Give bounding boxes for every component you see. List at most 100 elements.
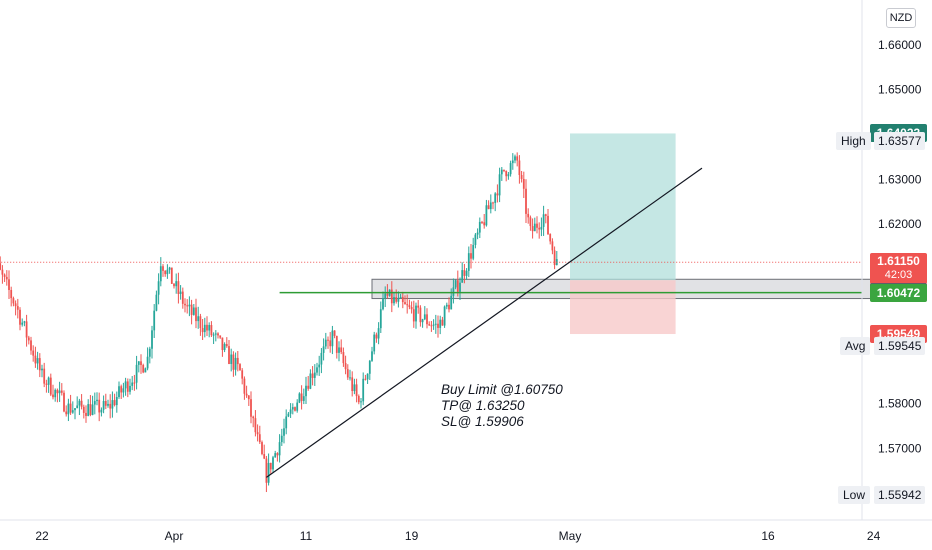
- candle: [305, 376, 307, 405]
- candle: [379, 301, 382, 333]
- price-tick-label: 1.58000: [878, 396, 922, 410]
- candle: [276, 452, 279, 462]
- annotation-take-profit: TP@ 1.63250: [441, 398, 525, 413]
- candle: [338, 341, 340, 362]
- support-price-tag: 1.60472: [870, 283, 927, 302]
- candle: [54, 388, 57, 402]
- candle: [307, 375, 310, 391]
- candle: [333, 330, 336, 339]
- last-price-tag-value: 1.61150: [877, 254, 920, 269]
- candle: [104, 393, 107, 410]
- candle: [230, 348, 233, 372]
- price-tick-label: 1.65000: [878, 83, 922, 97]
- candle: [419, 305, 422, 327]
- candle: [199, 313, 202, 336]
- candle: [89, 395, 92, 417]
- price-axis[interactable]: 1.66000 1.65000 1.63000 1.62000 1.58000 1.570…: [878, 38, 922, 455]
- candle: [23, 320, 26, 327]
- candle: [69, 394, 72, 415]
- trendline[interactable]: [266, 167, 703, 478]
- candle: [324, 332, 327, 350]
- candle: [386, 284, 389, 299]
- candle: [168, 266, 171, 274]
- candle: [36, 351, 39, 370]
- candle: [283, 418, 285, 444]
- candle: [309, 369, 312, 390]
- candle: [437, 315, 439, 338]
- candle: [19, 307, 21, 331]
- candle: [483, 213, 486, 229]
- candle: [269, 462, 272, 475]
- candle: [179, 285, 182, 300]
- candle: [384, 286, 387, 308]
- candle: [342, 347, 345, 367]
- candle: [45, 379, 48, 393]
- candle: [302, 388, 305, 405]
- candle: [514, 154, 516, 164]
- candle: [452, 278, 455, 304]
- stop-zone[interactable]: [570, 280, 676, 335]
- candle: [547, 209, 549, 235]
- candle: [478, 217, 481, 239]
- candle: [430, 321, 433, 332]
- candle: [67, 398, 70, 422]
- candle: [349, 369, 351, 381]
- candle: [214, 330, 217, 342]
- time-tick-label: May: [559, 529, 582, 543]
- high-label: High: [836, 132, 871, 150]
- candle: [318, 355, 321, 376]
- candle: [527, 208, 530, 224]
- candle: [34, 346, 37, 368]
- candle: [210, 321, 213, 337]
- candle: [49, 373, 52, 397]
- candle: [252, 415, 255, 428]
- currency-button[interactable]: NZD: [886, 8, 916, 28]
- candle: [58, 381, 61, 402]
- candle: [540, 217, 543, 237]
- candle: [441, 316, 444, 326]
- candle: [247, 395, 250, 406]
- candle: [366, 373, 369, 384]
- candle: [445, 302, 448, 310]
- candle: [221, 337, 224, 357]
- candle: [382, 291, 384, 311]
- candlestick-series: [0, 152, 558, 493]
- candle: [533, 217, 536, 232]
- candle: [322, 338, 325, 361]
- candle: [201, 318, 204, 340]
- candle: [280, 428, 283, 446]
- candle: [507, 171, 510, 180]
- target-zone[interactable]: [570, 133, 676, 281]
- candle: [551, 238, 554, 255]
- candle: [489, 194, 492, 214]
- candle: [311, 366, 314, 386]
- candle: [393, 291, 395, 306]
- annotation-stop-loss: SL@ 1.59906: [441, 414, 524, 429]
- price-tick-label: 1.62000: [878, 217, 922, 231]
- candle: [27, 335, 30, 345]
- candle: [102, 395, 105, 414]
- candle: [120, 384, 123, 399]
- candle: [439, 315, 442, 335]
- candle: [432, 319, 435, 330]
- candle: [408, 299, 411, 310]
- time-axis[interactable]: 22Apr1119May1624Jun: [35, 529, 932, 543]
- candle: [520, 170, 523, 183]
- candle: [234, 352, 237, 376]
- candle: [142, 363, 145, 374]
- candle: [166, 264, 169, 279]
- candle: [375, 332, 378, 343]
- candle: [485, 199, 488, 227]
- candle: [250, 391, 252, 424]
- candle: [463, 264, 466, 284]
- candle: [91, 395, 94, 416]
- candle: [239, 363, 241, 371]
- candle: [60, 383, 63, 396]
- candle: [357, 394, 360, 405]
- candle: [360, 398, 362, 409]
- candle: [241, 368, 244, 385]
- candle: [78, 398, 81, 416]
- candle: [111, 391, 114, 418]
- candle: [135, 355, 138, 390]
